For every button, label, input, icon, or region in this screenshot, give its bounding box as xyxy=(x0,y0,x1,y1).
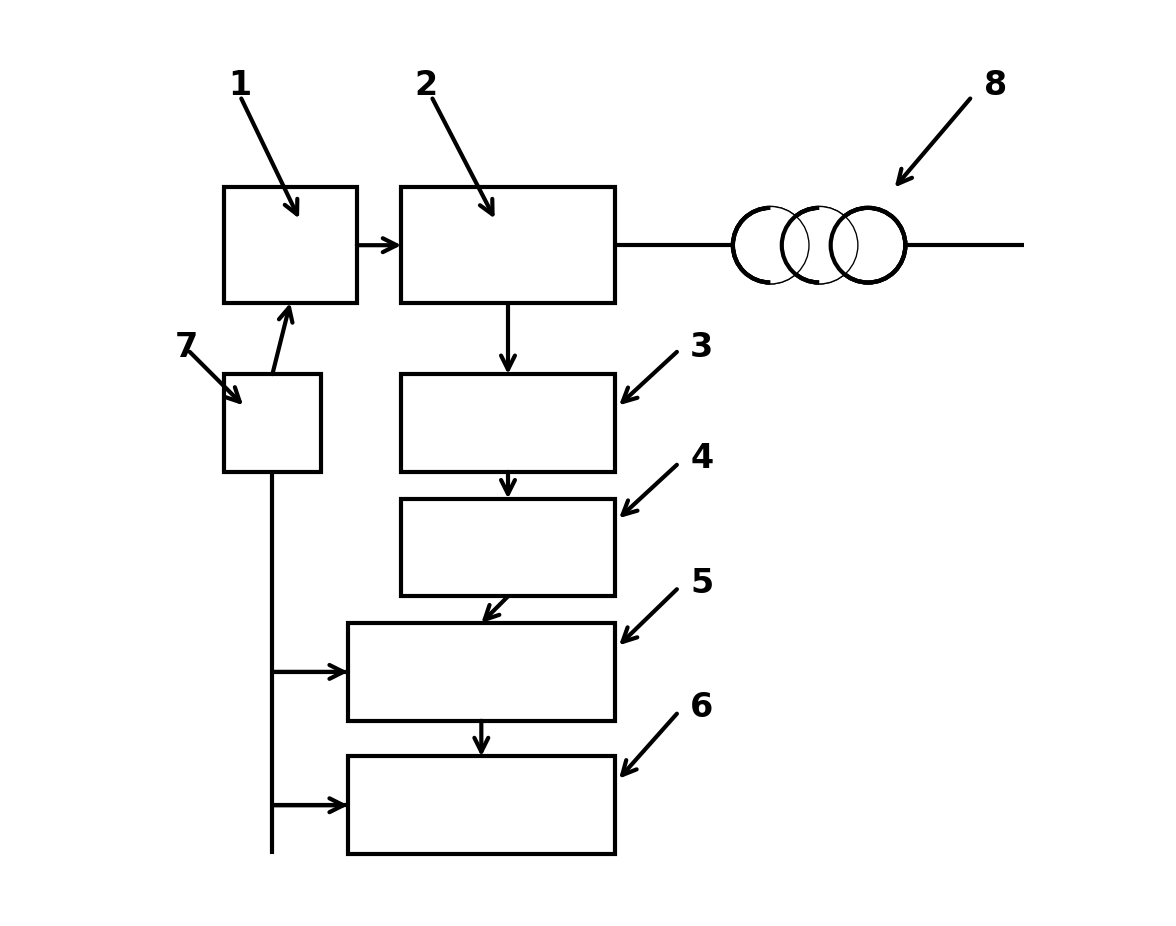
Bar xyxy=(223,374,321,472)
Circle shape xyxy=(830,207,906,282)
Text: 3: 3 xyxy=(690,331,714,364)
Bar xyxy=(401,187,615,303)
Bar xyxy=(223,187,356,303)
Circle shape xyxy=(782,207,856,282)
Bar xyxy=(348,757,615,854)
Text: 7: 7 xyxy=(174,331,198,364)
Bar xyxy=(401,498,615,596)
Text: 5: 5 xyxy=(690,567,714,599)
Wedge shape xyxy=(770,207,808,283)
Text: 6: 6 xyxy=(690,691,714,724)
Text: 2: 2 xyxy=(415,69,437,102)
Text: 4: 4 xyxy=(690,442,714,475)
Text: 1: 1 xyxy=(228,69,252,102)
Bar xyxy=(401,374,615,472)
Wedge shape xyxy=(820,207,857,283)
Text: 8: 8 xyxy=(983,69,1007,102)
Circle shape xyxy=(733,207,808,282)
Bar xyxy=(348,623,615,720)
